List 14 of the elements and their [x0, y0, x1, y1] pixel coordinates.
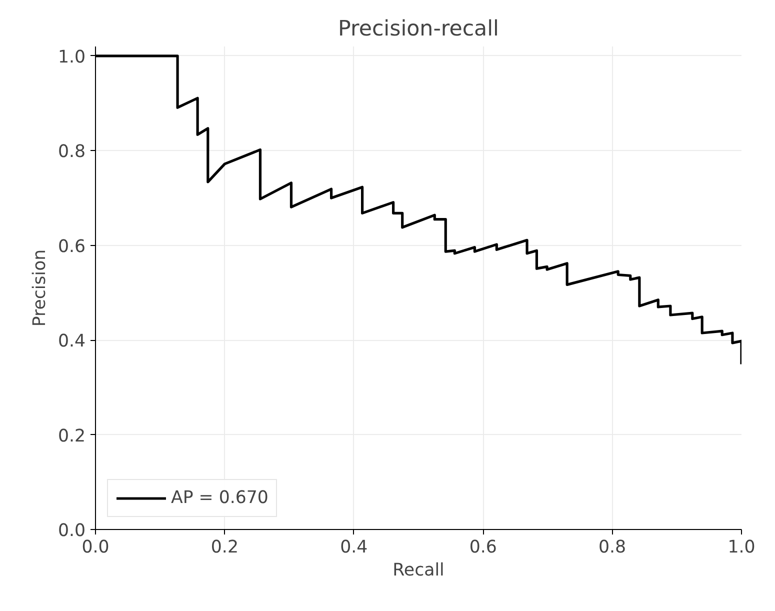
y-tick-label: 0.6: [58, 236, 86, 257]
x-axis-title: Recall: [392, 560, 444, 580]
legend-label: AP = 0.670: [171, 488, 268, 508]
x-tick-label: 1.0: [728, 538, 756, 558]
y-tick-label: 0.4: [58, 332, 86, 352]
x-tick-label: 0.4: [340, 538, 368, 558]
y-tick-label: 1.0: [58, 47, 86, 68]
y-tick-label: 0.8: [58, 142, 86, 162]
x-tick-label: 0.2: [210, 538, 238, 558]
x-tick-label: 0.6: [469, 538, 497, 558]
x-tick-label: 0.8: [598, 538, 626, 558]
y-tick-label: 0.2: [58, 426, 86, 446]
chart-title: Precision-recall: [338, 16, 499, 42]
y-axis-title: Precision: [30, 249, 50, 327]
